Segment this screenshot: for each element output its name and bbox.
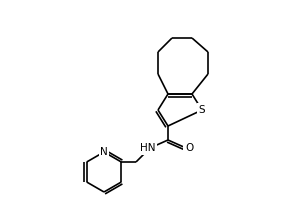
Text: S: S: [199, 105, 205, 115]
Text: HN: HN: [140, 143, 156, 153]
Text: N: N: [100, 147, 108, 157]
Text: O: O: [185, 143, 193, 153]
